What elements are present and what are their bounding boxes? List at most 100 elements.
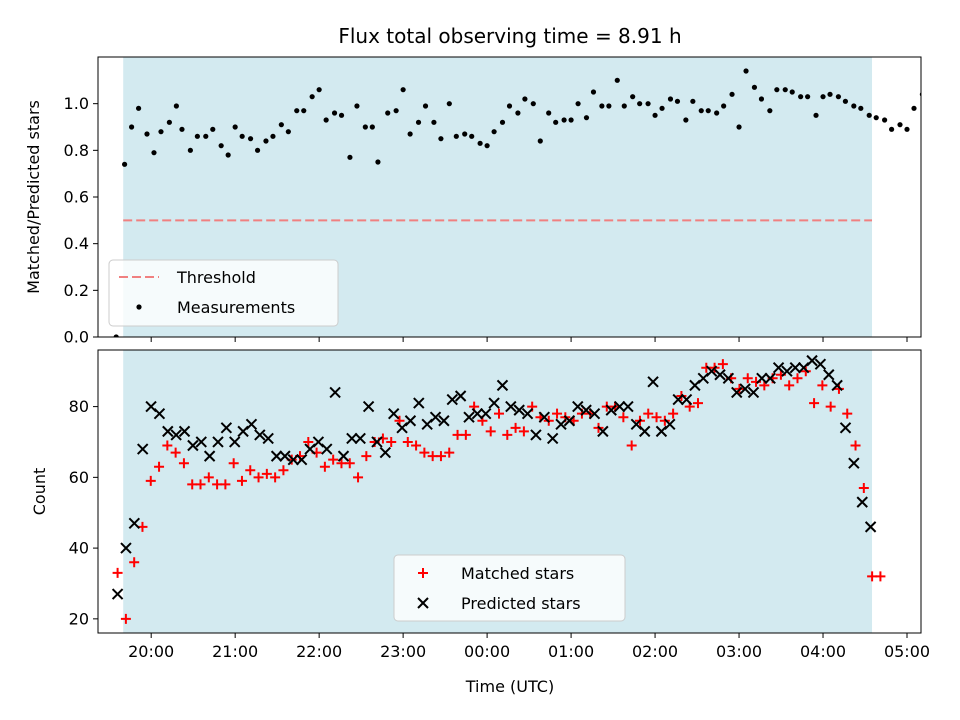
predicted-star-marker: [254, 429, 266, 441]
matched-star-marker: [784, 380, 795, 391]
matched-star-marker: [875, 571, 886, 582]
measurement-point: [614, 77, 620, 83]
measurement-point: [431, 119, 437, 125]
x-tick-label: 22:00: [296, 642, 342, 661]
panel-bottom-chart: 20 40 60 80 20:00 21:00 22:00 23:00 00:00 01:00 02…: [30, 349, 930, 661]
matched-star-marker: [236, 475, 247, 486]
predicted-star-marker: [371, 436, 383, 448]
predicted-star-marker: [588, 407, 601, 420]
measurement-point: [866, 112, 872, 118]
predicted-star-marker: [413, 397, 425, 409]
matched-star-marker: [502, 429, 513, 440]
y-tick-label: 0.4: [64, 234, 89, 253]
predicted-star-marker: [789, 361, 802, 374]
measurement-point: [911, 105, 917, 111]
measurement-point: [316, 87, 322, 93]
predicted-star-marker: [856, 496, 868, 508]
measurement-point: [606, 103, 612, 109]
measurement-point: [369, 124, 375, 130]
matched-star-marker: [203, 472, 214, 483]
measurement-point: [254, 147, 261, 153]
measurement-point: [218, 143, 224, 149]
measurement-point: [166, 119, 172, 125]
matched-star-marker: [800, 366, 811, 377]
measurement-point: [247, 136, 254, 142]
measurement-point: [484, 143, 490, 149]
matched-star-marker: [659, 415, 670, 426]
measurement-point: [128, 124, 135, 130]
predicted-star-marker: [203, 450, 216, 462]
matched-star-marker: [195, 479, 206, 490]
matched-star-marker: [353, 472, 364, 483]
predicted-star-marker: [546, 432, 559, 445]
measurement-point: [446, 101, 452, 107]
legend-measurement-label: Measurements: [177, 298, 295, 317]
predicted-star-marker: [178, 425, 191, 438]
x-tick-label: 21:00: [212, 642, 258, 661]
panel-top-chart: 0.0 0.2 0.4 0.6 0.8 1.0 Matched/Predicted star…: [24, 56, 932, 347]
y-tick-label: 0.2: [64, 281, 89, 300]
measurement-point: [385, 110, 391, 116]
matched-star-marker: [460, 429, 471, 440]
legend-predicted-label: Predicted stars: [461, 594, 581, 613]
predicted-star-marker: [220, 422, 233, 434]
x-tick-label: 03:00: [716, 642, 762, 661]
matched-star-marker: [386, 436, 397, 447]
predicted-star-marker: [471, 407, 484, 420]
measurement-point: [422, 103, 429, 109]
measurement-point: [698, 108, 704, 114]
predicted-star-marker: [747, 386, 760, 399]
predicted-star-marker: [563, 415, 576, 427]
matched-star-marker: [717, 359, 728, 370]
measurement-point: [683, 117, 689, 123]
predicted-star-marker: [321, 443, 333, 455]
figure-title: Flux total observing time = 8.91 h: [338, 24, 681, 48]
predicted-star-marker: [772, 361, 785, 374]
measurement-point: [194, 133, 200, 139]
predicted-star-marker: [756, 372, 768, 385]
matched-star-marker: [303, 436, 314, 447]
measurement-point: [393, 108, 399, 114]
predicted-star-marker: [605, 404, 617, 416]
measurement-point: [873, 115, 879, 121]
predicted-star-marker: [555, 418, 567, 430]
matched-star-marker: [792, 373, 803, 384]
predicted-star-marker: [454, 390, 467, 402]
predicted-star-marker: [387, 407, 400, 420]
predicted-star-marker: [170, 429, 182, 441]
measurement-point: [927, 82, 932, 87]
matched-star-marker: [178, 458, 189, 469]
measurement-point: [179, 126, 185, 132]
measurement-point: [637, 101, 643, 107]
predicted-star-marker: [530, 429, 542, 441]
x-tick-label: 00:00: [464, 642, 510, 661]
predicted-star-marker: [195, 436, 207, 448]
measurement-point: [882, 117, 888, 123]
measurement-point: [751, 84, 758, 90]
legend-box: [393, 554, 626, 622]
predicted-star-marker: [848, 457, 860, 469]
x-tick-label: 20:00: [128, 642, 174, 661]
matched-star-marker: [319, 461, 330, 472]
predicted-star-marker: [429, 411, 442, 423]
legend-predicted-swatch: [417, 597, 429, 609]
measurement-point: [621, 103, 627, 109]
matched-star-marker: [170, 447, 181, 458]
predicted-star-marker: [329, 386, 341, 399]
matched-star-marker: [228, 458, 239, 469]
predicted-star-marker: [823, 369, 835, 381]
predicted-star-marker: [505, 400, 517, 413]
measurement-point: [144, 131, 150, 137]
predicted-star-marker: [270, 450, 283, 462]
predicted-star-marker: [438, 415, 450, 427]
matched-star-marker: [145, 475, 156, 486]
y-tick-label: 0.6: [64, 188, 89, 207]
predicted-star-marker: [488, 397, 500, 409]
matched-star-marker: [402, 436, 413, 447]
predicted-star-marker: [136, 443, 149, 455]
predicted-star-marker: [337, 450, 350, 462]
matched-star-marker: [328, 454, 339, 465]
measurement-point: [652, 112, 658, 118]
matched-star-marker: [858, 482, 869, 493]
measurement-point: [842, 98, 849, 104]
